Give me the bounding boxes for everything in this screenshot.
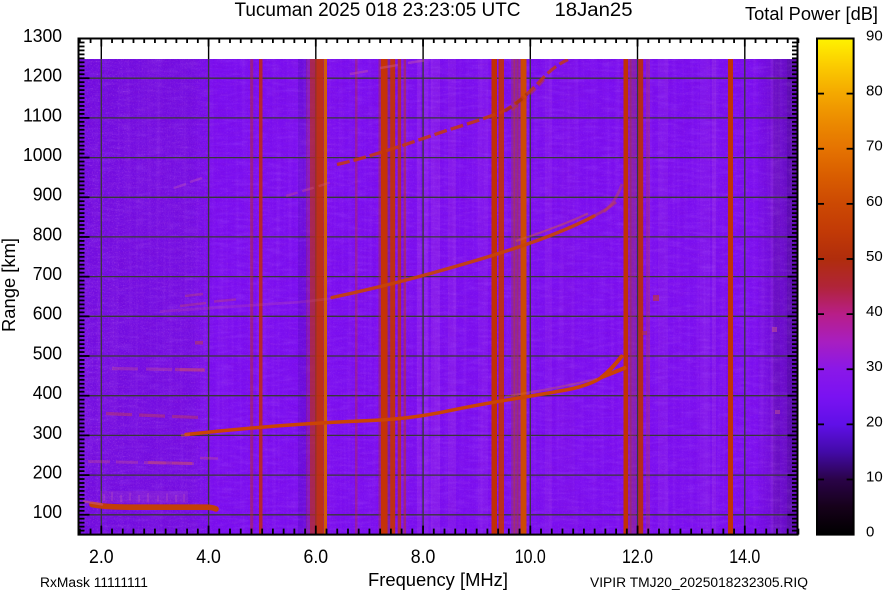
svg-text:600: 600 xyxy=(33,304,62,324)
svg-text:0: 0 xyxy=(866,524,874,541)
svg-text:Range [km]: Range [km] xyxy=(0,238,19,332)
svg-text:8.0: 8.0 xyxy=(411,547,436,568)
svg-text:18Jan25: 18Jan25 xyxy=(555,0,633,21)
svg-text:200: 200 xyxy=(33,463,62,483)
svg-text:700: 700 xyxy=(33,264,62,284)
svg-text:10.0: 10.0 xyxy=(515,547,546,568)
svg-text:2.0: 2.0 xyxy=(89,547,114,568)
svg-text:4.0: 4.0 xyxy=(196,547,221,568)
svg-text:RxMask 11111111: RxMask 11111111 xyxy=(40,575,148,590)
svg-text:10: 10 xyxy=(866,468,883,485)
svg-text:1200: 1200 xyxy=(23,66,62,86)
svg-text:30: 30 xyxy=(866,358,883,375)
svg-text:900: 900 xyxy=(33,185,62,205)
svg-text:VIPIR TMJ20_2025018232305.RIQ: VIPIR TMJ20_2025018232305.RIQ xyxy=(590,575,808,590)
svg-text:Frequency [MHz]: Frequency [MHz] xyxy=(368,569,508,590)
svg-text:50: 50 xyxy=(866,248,883,265)
svg-text:1100: 1100 xyxy=(23,105,62,125)
svg-text:100: 100 xyxy=(33,502,62,522)
svg-text:1300: 1300 xyxy=(23,26,62,46)
svg-text:Tucuman 2025 018 23:23:05 UTC: Tucuman 2025 018 23:23:05 UTC xyxy=(235,0,521,21)
svg-text:6.0: 6.0 xyxy=(304,547,329,568)
svg-text:800: 800 xyxy=(33,224,62,244)
svg-text:400: 400 xyxy=(33,383,62,403)
svg-text:20: 20 xyxy=(866,413,883,430)
svg-text:80: 80 xyxy=(866,83,883,100)
svg-text:14.0: 14.0 xyxy=(729,547,760,568)
svg-text:300: 300 xyxy=(33,423,62,443)
svg-text:90: 90 xyxy=(866,27,883,44)
svg-text:500: 500 xyxy=(33,343,62,363)
svg-text:Total Power [dB]: Total Power [dB] xyxy=(745,4,878,24)
svg-text:70: 70 xyxy=(866,138,883,155)
svg-text:1000: 1000 xyxy=(23,145,62,165)
svg-text:12.0: 12.0 xyxy=(622,547,653,568)
svg-text:40: 40 xyxy=(866,303,883,320)
svg-text:60: 60 xyxy=(866,193,883,210)
